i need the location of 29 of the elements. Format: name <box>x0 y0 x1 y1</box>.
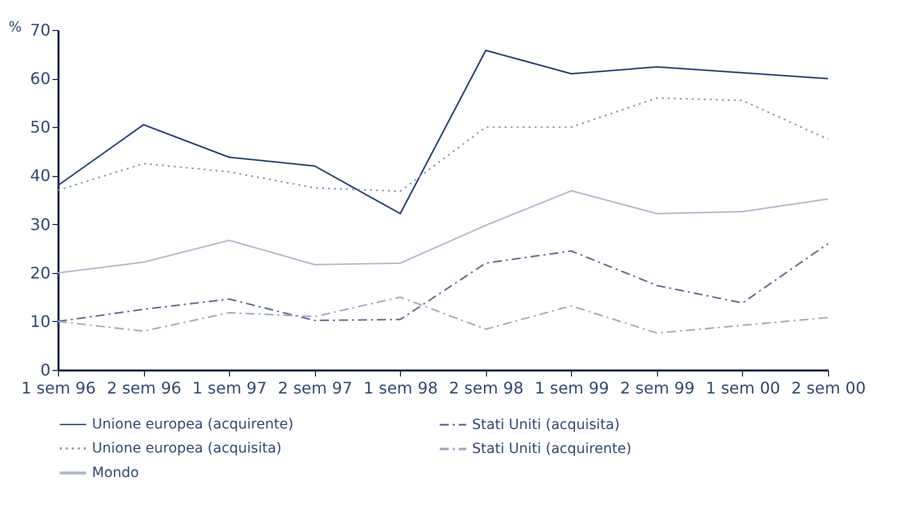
y-tick-label: 50 <box>30 118 50 137</box>
x-tick-label: 1 sem 99 <box>534 378 610 398</box>
y-tick-label: 30 <box>30 214 50 234</box>
x-tick-label: 1 sem 96 <box>21 378 96 398</box>
x-tick-label: 1 sem 97 <box>192 378 267 398</box>
x-tick-label: 1 sem 98 <box>363 378 438 398</box>
legend-label: Stati Uniti (acquisita) <box>472 416 620 433</box>
y-tick-label: 10 <box>30 312 50 331</box>
line-series <box>57 97 829 192</box>
line-series <box>57 296 829 334</box>
line-series <box>57 50 829 214</box>
y-tick-label: 60 <box>30 69 50 88</box>
y-tick-label: 20 <box>30 263 50 282</box>
x-tick-label: 2 sem 98 <box>449 378 524 398</box>
y-tick-label: 70 <box>30 20 50 40</box>
y-tick-label: 0 <box>40 360 50 380</box>
legend-label: Unione europea (acquirente) <box>92 416 294 432</box>
legend-label: Unione europea (acquisita) <box>92 440 282 456</box>
line-series <box>57 190 829 274</box>
x-tick-label: 2 sem 97 <box>278 378 352 398</box>
legend-label: Mondo <box>92 465 139 481</box>
y-tick-label: 40 <box>30 166 50 186</box>
x-tick-label: 2 sem 96 <box>106 378 182 398</box>
legend-label: Stati Uniti (acquirente) <box>472 441 632 457</box>
x-tick-label: 2 sem 99 <box>620 378 695 398</box>
line-series <box>57 242 829 322</box>
x-tick-label: 1 sem 00 <box>706 378 780 398</box>
y-axis-title: % <box>8 20 22 36</box>
x-tick-label: 2 sem 00 <box>791 378 866 398</box>
